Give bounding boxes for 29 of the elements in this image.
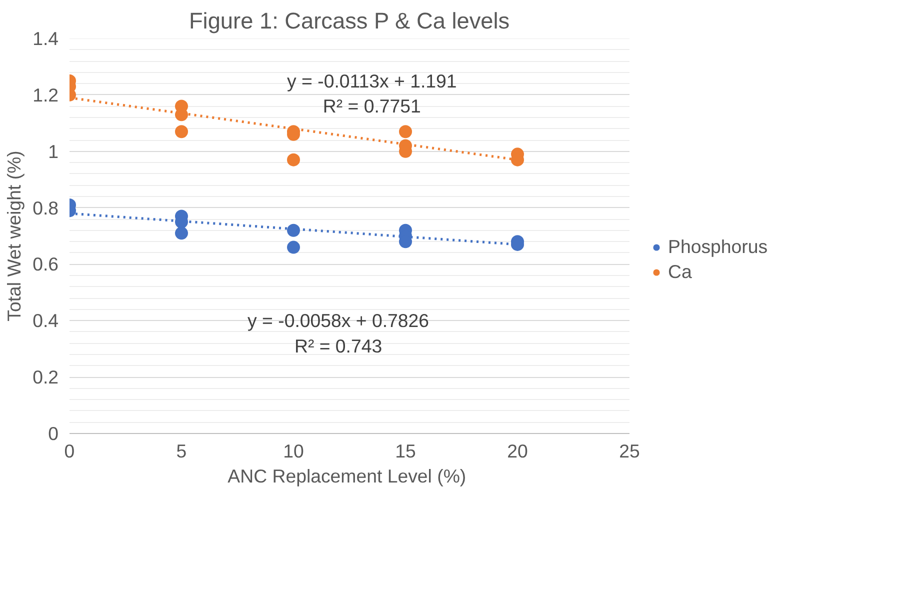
y-tick-label: 0.2: [32, 366, 59, 388]
x-axis-title: ANC Replacement Level (%): [228, 466, 466, 486]
y-axis-title: Total Wet weight (%): [4, 150, 25, 322]
legend-label: Ca: [668, 261, 692, 283]
x-tick-label: 20: [507, 440, 528, 462]
annotation: R² = 0.7751: [322, 96, 421, 117]
x-tick-label: 5: [176, 440, 187, 462]
y-tick-label: 0: [48, 423, 59, 444]
y-tick-label: 0.8: [32, 197, 59, 218]
x-tick-label: 15: [395, 440, 416, 462]
legend-label: Phosphorus: [668, 236, 768, 258]
x-tick-label: 25: [619, 440, 640, 462]
annotation: y = -0.0113x + 1.191: [287, 70, 457, 92]
x-tick-label: 0: [64, 440, 75, 462]
point: [287, 240, 300, 254]
y-tick-label: 1.4: [32, 28, 59, 49]
point: [399, 125, 412, 138]
annotation: R² = 0.743: [294, 336, 382, 357]
point: [287, 153, 300, 166]
chart-title: Figure 1: Carcass P & Ca levels: [188, 8, 510, 34]
point: [175, 226, 188, 240]
point: [287, 224, 300, 237]
point: [175, 125, 188, 138]
y-tick-label: 1: [48, 140, 59, 162]
y-tick-label: 0.6: [32, 254, 59, 275]
annotation: y = -0.0058x + 0.7826: [248, 310, 430, 332]
y-tick-label: 1.2: [32, 84, 59, 106]
x-tick-label: 10: [283, 440, 304, 462]
y-tick-label: 0.4: [32, 310, 59, 332]
